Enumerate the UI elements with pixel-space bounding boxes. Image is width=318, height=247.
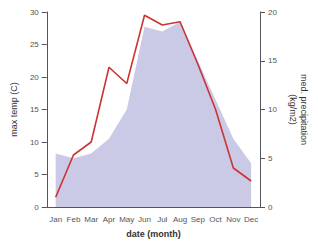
svg-text:Dec: Dec [244, 215, 258, 224]
svg-text:5: 5 [268, 154, 273, 163]
svg-text:med. precipitation: med. precipitation [299, 74, 309, 145]
svg-text:0: 0 [268, 203, 273, 212]
svg-text:Nov: Nov [226, 215, 240, 224]
svg-text:20: 20 [30, 73, 39, 82]
svg-text:5: 5 [34, 170, 39, 179]
svg-text:25: 25 [30, 40, 39, 49]
svg-text:date (month): date (month) [126, 229, 181, 239]
svg-text:10: 10 [30, 138, 39, 147]
svg-text:15: 15 [268, 56, 277, 65]
svg-text:Apr: Apr [103, 215, 116, 224]
svg-text:Sep: Sep [191, 215, 206, 224]
svg-text:15: 15 [30, 105, 39, 114]
svg-text:Jun: Jun [138, 215, 151, 224]
svg-text:20: 20 [268, 8, 277, 17]
svg-text:Mar: Mar [84, 215, 98, 224]
svg-text:30: 30 [30, 8, 39, 17]
svg-text:May: May [119, 215, 134, 224]
svg-text:Aug: Aug [173, 215, 187, 224]
svg-text:max temp (C): max temp (C) [9, 82, 19, 137]
svg-text:Oct: Oct [209, 215, 222, 224]
svg-text:(kg/m2): (kg/m2) [288, 94, 298, 125]
svg-text:10: 10 [268, 105, 277, 114]
svg-text:Jan: Jan [49, 215, 62, 224]
svg-text:0: 0 [34, 203, 39, 212]
svg-text:Jul: Jul [157, 215, 167, 224]
svg-text:Feb: Feb [67, 215, 81, 224]
